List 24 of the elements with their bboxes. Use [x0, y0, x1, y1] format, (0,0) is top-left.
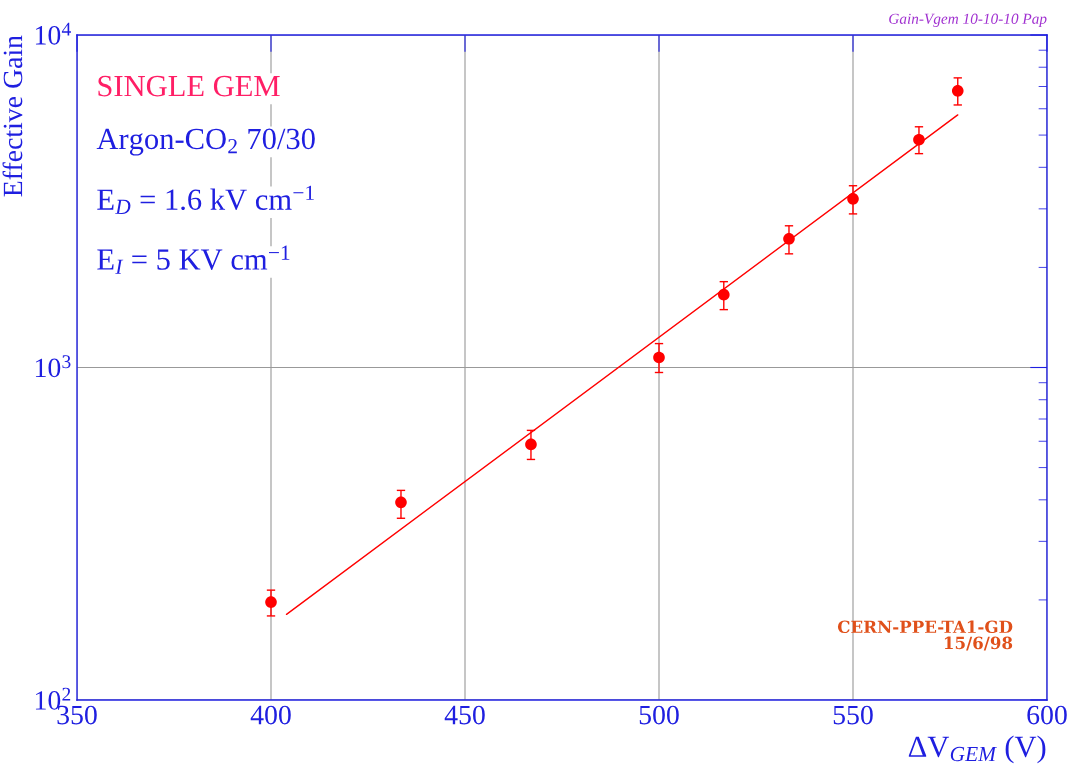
annotation: CERN-PPE-TA1-GD 15/6/98 — [837, 620, 1013, 651]
y-tick-label: 10$^{4}$ — [35, 22, 71, 45]
annotation: Argon-CO$_{2}$ 70/30 — [96, 128, 315, 156]
point — [395, 496, 407, 509]
point — [847, 193, 859, 205]
point — [265, 596, 277, 608]
point — [717, 288, 730, 301]
point — [653, 351, 665, 364]
x-tick-label: 400 — [250, 705, 291, 725]
annotation: E$_{I}$ = 5 KV cm$^{−1}$ — [97, 245, 290, 274]
x-tick-label: 450 — [444, 705, 485, 725]
x-tick-label: 550 — [833, 705, 873, 725]
text: Gain-Vgem 10-10-10 Pap — [889, 13, 1047, 28]
x-axis-title: ΔV$_{GEM}$ (V) — [908, 735, 1046, 764]
y-tick-label: 10$^{3}$ — [35, 355, 71, 378]
annotation: SINGLE GEM — [98, 75, 280, 97]
point — [951, 85, 964, 97]
point — [525, 438, 537, 451]
y-axis-title: Effective Gain — [2, 35, 23, 197]
point — [913, 133, 925, 146]
x-tick-label: 600 — [1027, 705, 1067, 725]
x-tick-label: 500 — [639, 705, 679, 725]
annotation: E$_{D}$ = 1.6 kV cm$^{−1}$ — [97, 185, 314, 214]
point — [783, 233, 795, 245]
